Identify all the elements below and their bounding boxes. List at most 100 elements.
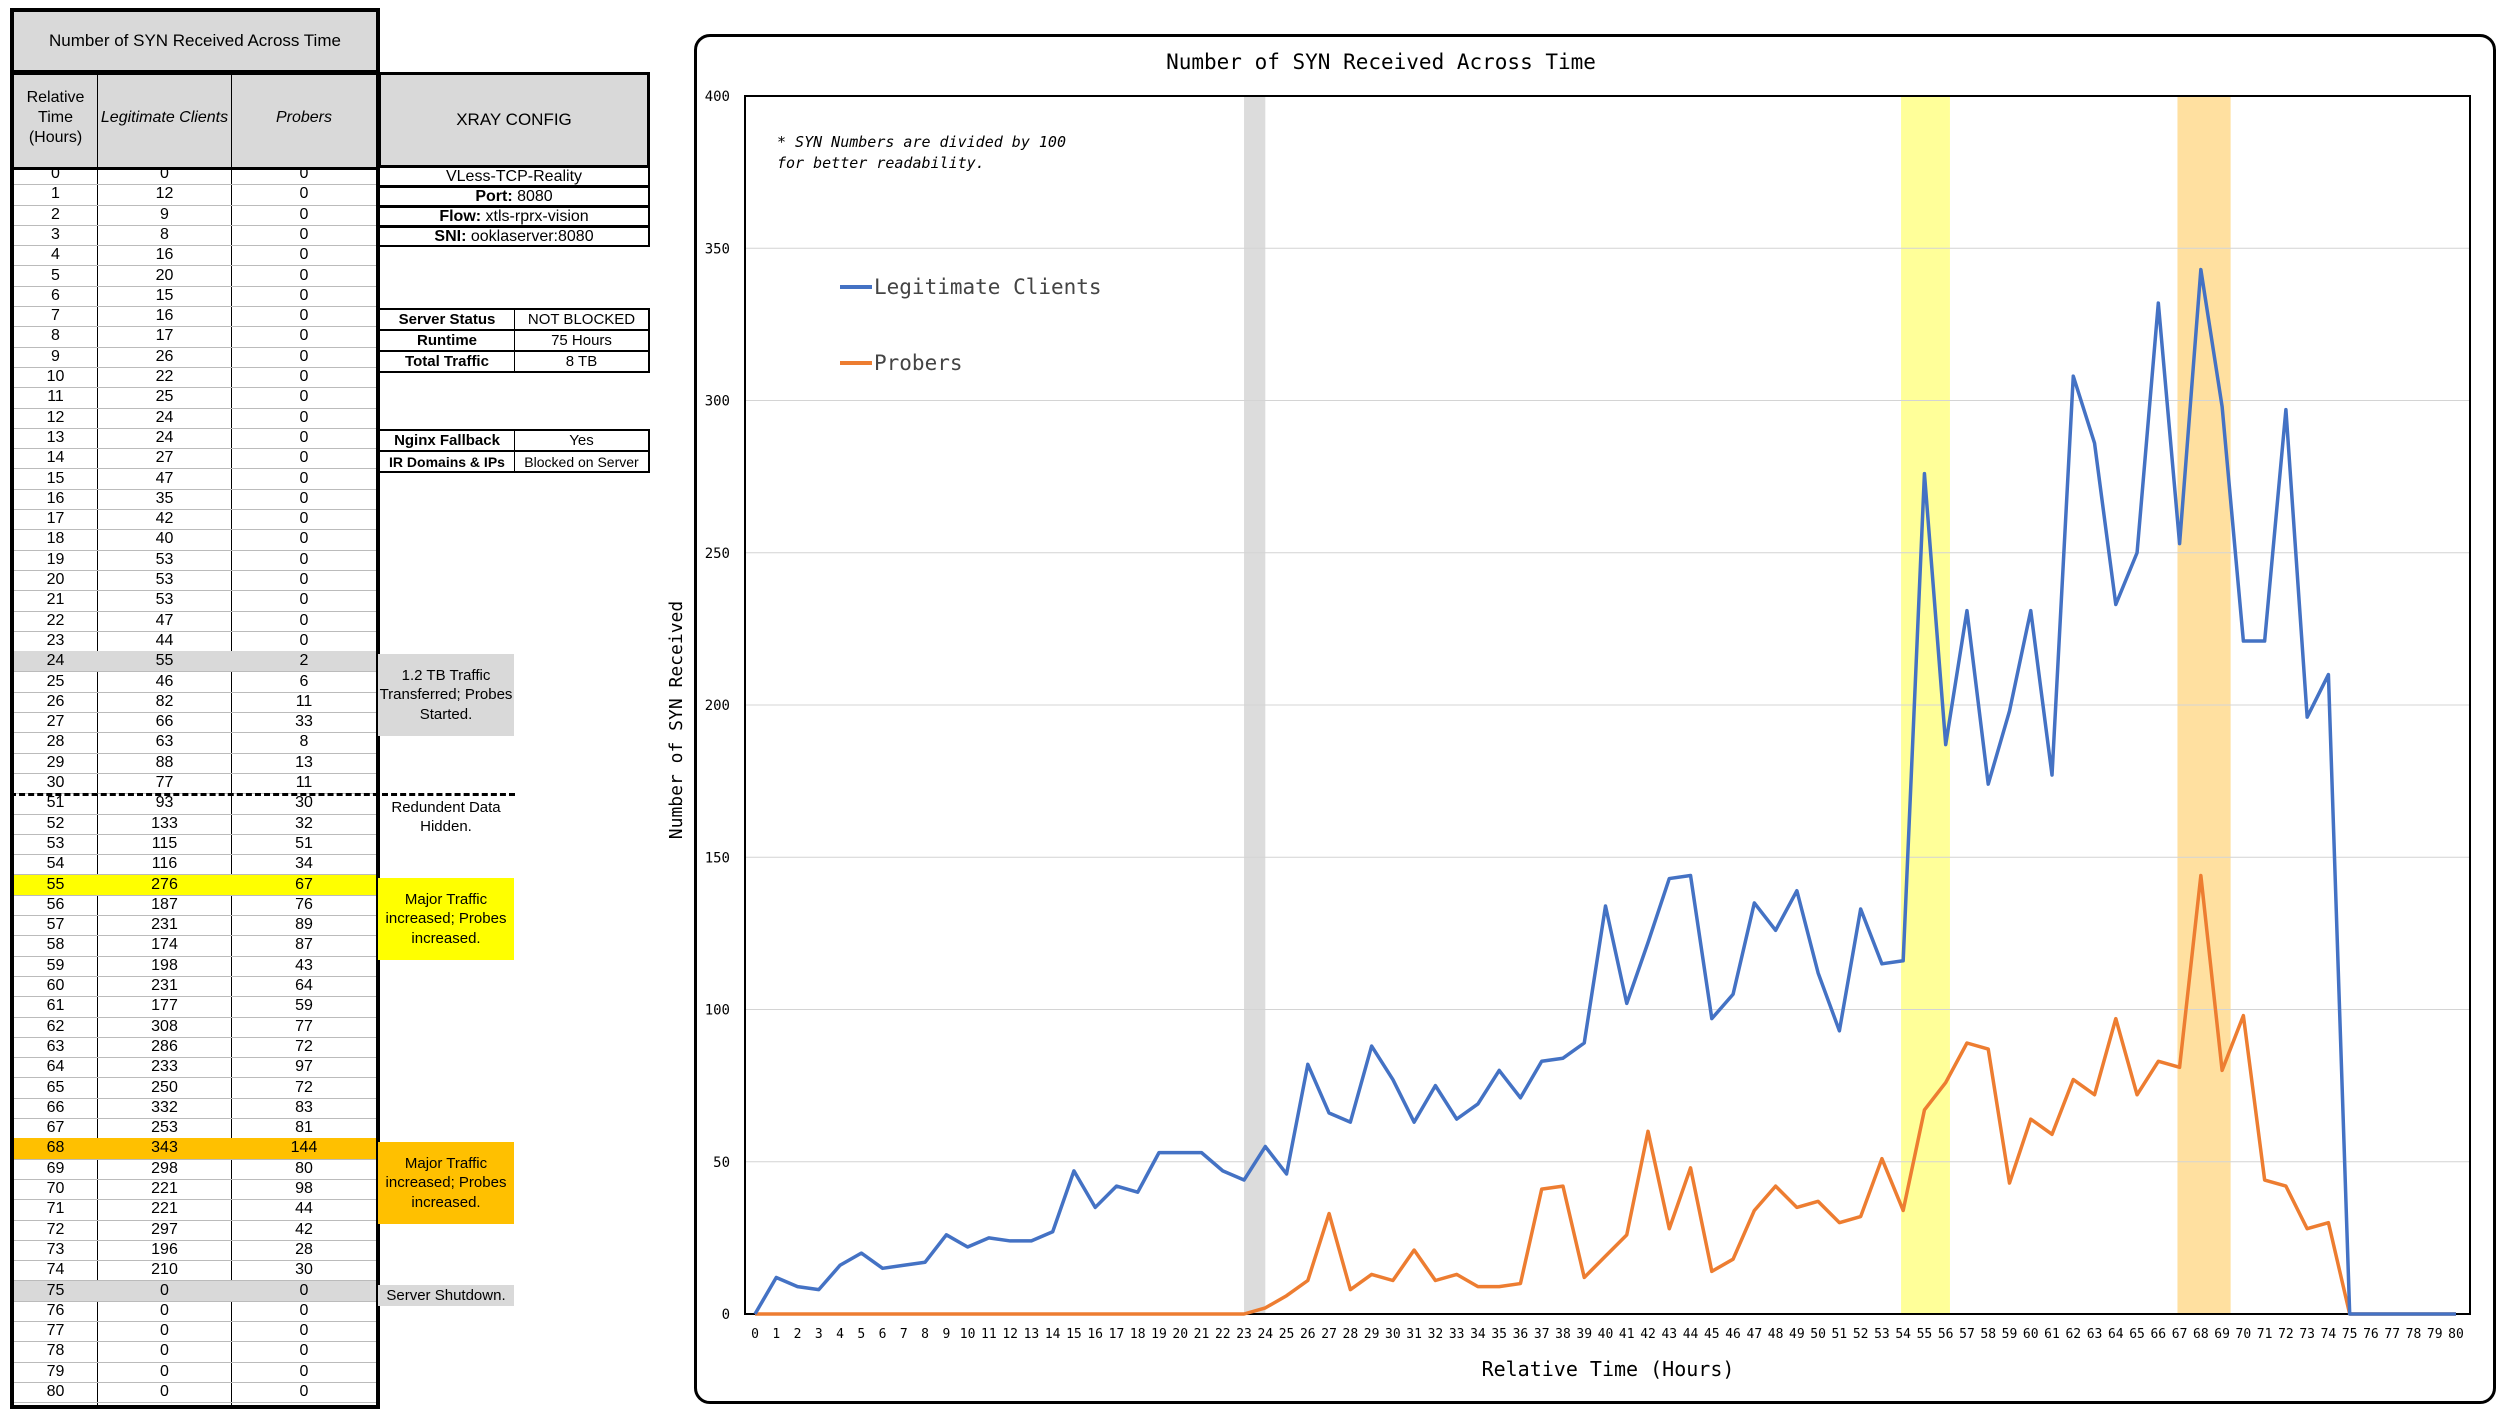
cell-legit: 308 (151, 1017, 178, 1035)
x-axis-label: Relative Time (Hours) (1482, 1357, 1735, 1381)
x-tick-label: 64 (2108, 1327, 2124, 1342)
x-tick-label: 8 (921, 1327, 929, 1342)
x-tick-label: 11 (981, 1327, 997, 1342)
cell-time: 70 (46, 1180, 65, 1197)
cell-probers: 0 (299, 368, 309, 385)
cell-legit: 16 (155, 307, 174, 325)
cell-probers: 98 (295, 1180, 313, 1197)
table-row: 71 221 44 (14, 1199, 376, 1221)
cell-time: 60 (46, 977, 65, 994)
cell-legit: 115 (151, 834, 178, 852)
cell-legit: 53 (155, 571, 174, 588)
x-tick-label: 26 (1300, 1327, 1316, 1342)
cell-legit: 286 (151, 1037, 178, 1055)
cell-legit: 198 (151, 956, 178, 974)
cell-legit: 0 (160, 1301, 169, 1319)
cell-legit: 0 (160, 1342, 169, 1360)
cell-legit: 25 (155, 388, 174, 406)
extra-key: IR Domains & IPs (380, 452, 515, 471)
cell-probers: 0 (299, 449, 309, 467)
table-row: 5 20 0 (14, 266, 376, 287)
table-row: 80 0 0 (14, 1382, 376, 1404)
cell-legit: 53 (155, 591, 174, 609)
x-tick-label: 79 (2427, 1327, 2443, 1342)
table-row: 58 174 87 (14, 935, 376, 957)
cell-legit: 332 (151, 1098, 178, 1116)
status-row: Server Status NOT BLOCKED (378, 308, 650, 331)
x-tick-label: 3 (815, 1327, 823, 1342)
cell-legit: 63 (155, 733, 174, 751)
cell-time: 67 (46, 1119, 65, 1137)
xray-protocol: VLess-TCP-Reality (378, 166, 650, 187)
cell-legit: 298 (151, 1159, 178, 1177)
cell-probers: 0 (299, 428, 309, 446)
status-value: 8 TB (565, 353, 598, 370)
cell-probers: 8 (299, 733, 309, 751)
y-tick-label: 400 (705, 89, 730, 105)
x-tick-label: 25 (1279, 1327, 1295, 1342)
cell-time: 11 (47, 388, 64, 406)
cell-time: 27 (46, 713, 65, 731)
cell-time: 14 (46, 449, 65, 467)
x-tick-label: 54 (1895, 1327, 1911, 1342)
cell-time: 16 (46, 489, 65, 507)
x-tick-label: 14 (1045, 1327, 1061, 1342)
cell-probers: 32 (295, 814, 313, 832)
y-tick-label: 250 (705, 546, 730, 562)
xray-port: Port: 8080 (378, 186, 650, 207)
table-row: 23 44 0 (14, 631, 376, 653)
table-row: 51 93 30 (14, 793, 376, 815)
x-tick-label: 48 (1768, 1327, 1784, 1342)
x-tick-label: 60 (2023, 1327, 2039, 1342)
cell-probers: 34 (295, 855, 313, 873)
cell-probers: 2 (299, 652, 309, 670)
cell-probers: 44 (295, 1200, 313, 1218)
x-tick-label: 39 (1576, 1327, 1592, 1342)
x-tick-label: 55 (1917, 1327, 1933, 1342)
cell-legit: 276 (151, 875, 178, 893)
x-tick-label: 40 (1598, 1327, 1614, 1342)
cell-probers: 64 (295, 977, 313, 994)
cell-probers: 0 (299, 327, 309, 345)
table-row: 66 332 83 (14, 1098, 376, 1120)
x-tick-label: 57 (1959, 1327, 1975, 1342)
cell-legit: 133 (151, 814, 178, 832)
cell-probers: 51 (295, 834, 313, 852)
cell-time: 57 (46, 916, 65, 934)
table-row: 78 0 0 (14, 1341, 376, 1363)
x-tick-label: 72 (2278, 1327, 2294, 1342)
x-tick-label: 4 (836, 1327, 844, 1342)
x-tick-label: 56 (1938, 1327, 1954, 1342)
cell-legit: 253 (151, 1119, 178, 1137)
status-key: Runtime (380, 331, 515, 350)
cell-legit: 12 (155, 185, 174, 203)
table-title: Number of SYN Received Across Time (10, 8, 380, 74)
cell-legit: 0 (160, 1281, 169, 1299)
cell-time: 52 (46, 814, 65, 832)
cell-time: 78 (46, 1342, 65, 1360)
table-row: 1 12 0 (14, 184, 376, 206)
header-probers: Probers (275, 109, 333, 126)
x-tick-label: 5 (857, 1327, 865, 1342)
cell-probers: 33 (295, 713, 313, 731)
table-row: 63 286 72 (14, 1037, 376, 1059)
cell-probers: 11 (295, 692, 313, 710)
cell-time: 9 (51, 347, 60, 365)
table-row: 54 116 34 (14, 854, 376, 876)
cell-probers: 0 (299, 1301, 309, 1319)
cell-legit: 82 (155, 692, 174, 710)
cell-legit: 35 (155, 489, 174, 507)
cell-time: 80 (46, 1383, 65, 1400)
cell-time: 4 (51, 246, 60, 264)
x-tick-label: 74 (2321, 1327, 2337, 1342)
table-row: 75 0 0 (14, 1280, 376, 1302)
x-tick-label: 61 (2044, 1327, 2060, 1342)
table-row: 8 17 0 (14, 326, 376, 348)
cell-probers: 0 (299, 510, 309, 528)
port-label: Port: (475, 187, 513, 205)
note-traffic-increase-68: Major Traffic increased; Probes increase… (378, 1142, 514, 1224)
cell-probers: 0 (299, 1362, 309, 1380)
x-tick-label: 19 (1151, 1327, 1167, 1342)
table-row: 16 35 0 (14, 489, 376, 511)
table-row: 74 210 30 (14, 1260, 376, 1282)
